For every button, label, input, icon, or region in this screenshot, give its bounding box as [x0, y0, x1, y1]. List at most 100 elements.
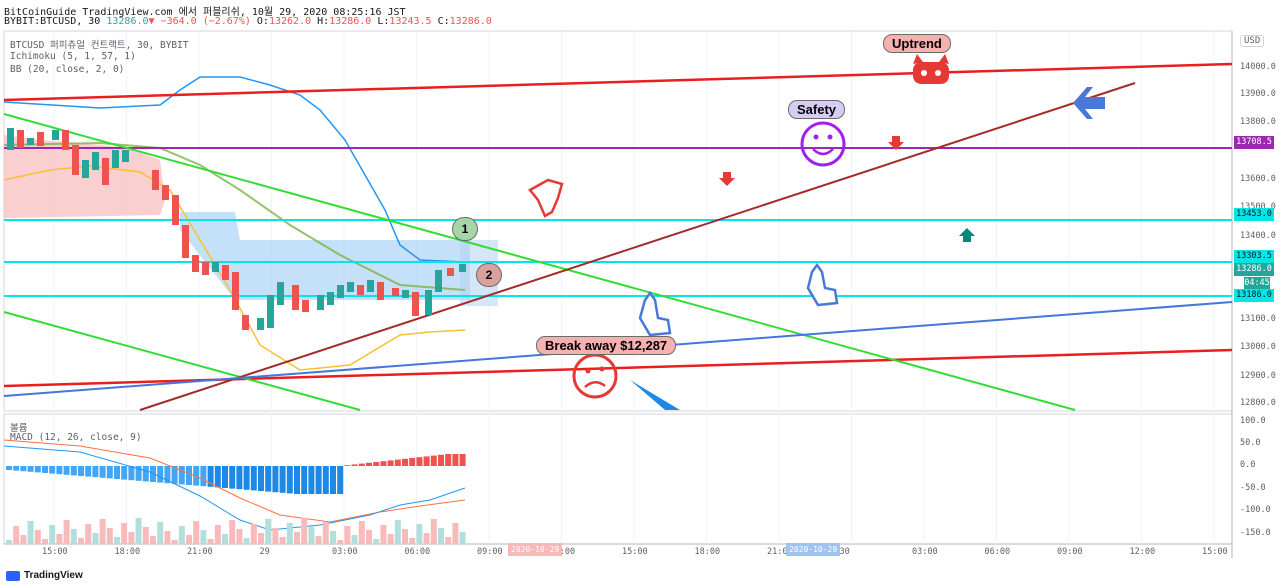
candle-down	[62, 130, 69, 150]
price-tag: 13453.0	[1234, 208, 1274, 221]
candle-up	[7, 128, 14, 150]
candle-up	[267, 295, 274, 328]
close-label: C:	[437, 16, 450, 27]
upper-green-line	[3, 113, 1076, 411]
volume-bar	[243, 538, 250, 544]
candle-down	[152, 170, 159, 190]
lower-red-channel	[3, 348, 1233, 388]
candle-up	[27, 138, 34, 145]
currency-button[interactable]: USD	[1240, 35, 1265, 47]
candle-down	[37, 132, 44, 146]
macd-axis-label: -50.0	[1240, 483, 1266, 493]
macd-bar	[200, 466, 207, 487]
candle-down	[392, 288, 399, 296]
time-axis-label: 12:00	[1129, 547, 1156, 557]
macd-bar	[229, 466, 236, 489]
candle-down	[172, 195, 179, 225]
bb-lower-line	[3, 165, 466, 371]
symbol-label: BYBIT:BTCUSD, 30	[4, 16, 101, 27]
macd-bar	[63, 466, 70, 475]
price-axis-label: 14000.0	[1240, 62, 1276, 72]
macd-bar	[452, 454, 459, 466]
wave-label-2[interactable]: 2	[476, 263, 502, 287]
candle-down	[302, 300, 309, 312]
volume-bar	[387, 534, 394, 544]
volume-bars	[6, 518, 466, 544]
smiley-face-icon	[800, 121, 846, 167]
macd-bar	[265, 466, 272, 492]
high-label: H:	[317, 16, 330, 27]
volume-bar	[301, 518, 308, 544]
wave-label-1[interactable]: 1	[452, 217, 478, 241]
candle-up	[82, 160, 89, 178]
macd-bar	[214, 466, 221, 488]
time-axis-label: 21:00	[187, 547, 213, 557]
safety-callout[interactable]: Safety	[788, 100, 846, 119]
break-away-callout[interactable]: Break away $12,287	[536, 336, 677, 355]
macd-axis-label: -100.0	[1240, 505, 1271, 515]
high-value: 13286.0	[329, 16, 372, 27]
macd-axis-label: 50.0	[1240, 438, 1261, 448]
macd-bar	[308, 466, 315, 494]
volume-bar	[6, 540, 12, 544]
price-axis-label: 13500.0	[1240, 202, 1276, 212]
volume-bar	[34, 530, 41, 544]
volume-bar	[258, 533, 264, 544]
low-label: L:	[377, 16, 390, 27]
candle-up	[337, 285, 344, 298]
volume-bar	[207, 539, 214, 544]
price-axis-label: 13900.0	[1240, 89, 1276, 99]
macd-bar	[34, 466, 41, 473]
time-axis-label: 18:00	[114, 547, 141, 557]
macd-bar	[85, 466, 92, 477]
price-axis-label: 13400.0	[1240, 231, 1276, 241]
macd-bar	[186, 466, 192, 485]
candle-down	[377, 282, 384, 300]
candle-up	[212, 262, 219, 272]
candle-down	[72, 145, 79, 175]
price-axis-label: 12800.0	[1240, 398, 1276, 408]
volume-bar	[322, 522, 329, 544]
footer-brand[interactable]: TradingView	[24, 570, 83, 581]
candle-up	[257, 318, 264, 330]
volume-bar	[135, 518, 142, 544]
chart-canvas[interactable]	[0, 30, 1280, 558]
uptrend-callout[interactable]: Uptrend	[883, 34, 951, 53]
time-axis-label: 03:00	[332, 547, 358, 557]
macd-bar	[409, 458, 416, 466]
macd-bar	[330, 466, 336, 494]
volume-bar	[236, 529, 243, 544]
macd-bar	[337, 466, 344, 494]
legend-volume[interactable]: 볼륨	[10, 423, 28, 434]
legend-macd[interactable]: MACD (12, 26, close, 9)	[10, 432, 142, 443]
volume-bar	[49, 525, 56, 544]
volume-bar	[214, 525, 221, 544]
legend-bb[interactable]: BB (20, close, 2, 0)	[10, 64, 125, 75]
macd-bar	[351, 464, 358, 466]
time-axis-label: 03:00	[912, 547, 938, 557]
macd-bar	[78, 466, 84, 476]
macd-bar	[373, 462, 380, 466]
volume-bar	[164, 531, 171, 544]
volume-bar	[27, 521, 34, 544]
volume-bar	[344, 526, 351, 544]
macd-bar	[344, 465, 351, 466]
upper-red-channel	[3, 62, 1233, 102]
volume-bar	[200, 530, 207, 544]
volume-bar	[250, 524, 257, 544]
hand-pointing-up-icon	[638, 290, 672, 337]
price-tag: 13708.5	[1234, 136, 1274, 149]
macd-bar	[157, 466, 164, 483]
candle-down	[17, 130, 24, 148]
candle-up	[122, 150, 129, 162]
macd-bar	[171, 466, 178, 484]
macd-bar	[380, 461, 387, 466]
candle-up	[92, 152, 99, 170]
candle-up	[367, 280, 374, 292]
volume-bar	[286, 523, 293, 544]
macd-bar	[222, 466, 228, 488]
brown-trendline	[139, 82, 1136, 411]
devil-face-icon	[913, 54, 949, 84]
volume-bar	[186, 535, 192, 544]
legend-ichimoku[interactable]: Ichimoku (5, 1, 57, 1)	[10, 51, 136, 62]
